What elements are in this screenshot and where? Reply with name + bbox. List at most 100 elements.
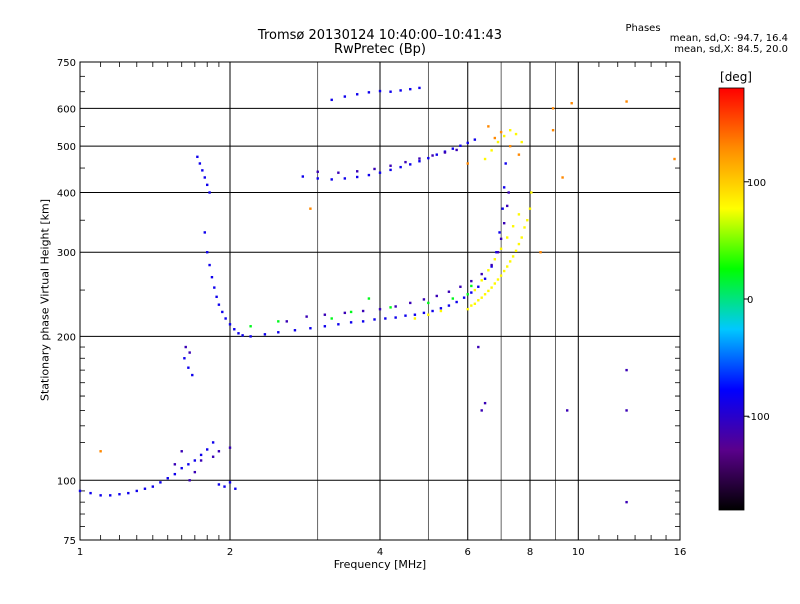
data-point <box>451 147 455 150</box>
data-point <box>499 274 503 277</box>
data-point <box>191 373 194 377</box>
data-point <box>570 101 573 105</box>
data-point <box>422 311 426 315</box>
data-point <box>625 368 628 372</box>
data-point <box>470 284 473 288</box>
data-point <box>184 345 187 349</box>
data-point <box>118 493 121 496</box>
data-point <box>625 409 628 412</box>
data-point <box>493 136 497 140</box>
data-point <box>466 293 469 296</box>
data-point <box>477 345 480 349</box>
data-point <box>180 450 183 453</box>
data-point <box>418 86 421 90</box>
data-point <box>431 154 434 157</box>
data-point <box>505 265 509 268</box>
data-point <box>499 247 503 250</box>
data-point <box>435 153 438 156</box>
x-tick-label: 4 <box>377 547 383 558</box>
data-point <box>625 100 628 103</box>
data-point <box>188 479 191 482</box>
data-point <box>466 162 469 165</box>
data-point <box>487 289 490 293</box>
data-point <box>443 151 447 154</box>
x-tick-label: 10 <box>572 547 585 558</box>
data-point <box>451 297 455 300</box>
data-point <box>409 87 412 91</box>
data-point <box>199 459 203 462</box>
data-point <box>495 251 498 254</box>
data-point <box>183 357 186 360</box>
y-tick-label: 400 <box>57 188 76 199</box>
data-point <box>466 307 469 311</box>
data-point <box>466 141 469 145</box>
data-point <box>499 130 503 134</box>
y-tick-label: 500 <box>57 142 76 153</box>
data-point <box>480 279 483 282</box>
data-point <box>523 226 526 229</box>
data-point <box>565 409 569 412</box>
data-point <box>89 491 92 495</box>
data-point <box>625 500 628 504</box>
data-point <box>263 333 267 336</box>
data-point <box>418 157 421 160</box>
data-point <box>502 186 506 189</box>
data-point <box>501 207 504 210</box>
data-point <box>459 144 462 147</box>
data-point <box>330 178 333 181</box>
data-point <box>487 125 490 128</box>
y-tick-label: 75 <box>63 536 76 547</box>
data-point <box>217 303 221 306</box>
data-point <box>208 263 211 267</box>
data-point <box>228 323 232 326</box>
data-point <box>373 318 376 321</box>
data-point <box>455 148 458 152</box>
data-point <box>151 485 155 488</box>
data-point <box>413 313 417 316</box>
data-point <box>330 98 333 102</box>
data-point <box>316 177 319 180</box>
data-point <box>490 286 493 289</box>
data-point <box>520 140 523 144</box>
data-point <box>480 272 483 276</box>
data-point <box>389 164 392 167</box>
data-point <box>520 236 523 239</box>
data-point <box>413 317 417 320</box>
phases-stats-title: Phases <box>625 23 661 34</box>
data-point <box>198 162 202 165</box>
data-point <box>213 286 216 289</box>
data-point <box>384 317 387 320</box>
data-point <box>528 207 532 210</box>
data-point <box>343 311 347 315</box>
data-point <box>409 301 412 305</box>
data-point <box>439 307 443 310</box>
x-mode-stats: mean, sd,X: 84.5, 20.0 <box>674 44 788 55</box>
data-point <box>505 204 509 208</box>
data-point <box>502 134 506 138</box>
data-point <box>211 441 215 444</box>
data-point <box>496 251 500 254</box>
data-point <box>470 279 473 283</box>
data-point <box>517 242 521 246</box>
data-point <box>490 149 493 152</box>
data-point <box>389 306 392 309</box>
data-point <box>316 170 319 173</box>
data-point <box>205 183 209 187</box>
data-point <box>323 313 327 316</box>
data-point <box>517 213 521 216</box>
data-point <box>427 313 430 316</box>
data-point <box>234 487 237 490</box>
data-point <box>166 477 169 480</box>
colorbar-unit-label: [deg] <box>720 70 752 84</box>
data-point <box>201 169 204 172</box>
data-point <box>418 160 421 163</box>
data-point <box>480 296 483 299</box>
data-point <box>109 494 112 497</box>
data-point <box>507 191 510 194</box>
data-point <box>378 89 382 93</box>
data-point <box>378 171 382 174</box>
data-point <box>530 191 533 194</box>
data-point <box>561 176 564 179</box>
y-tick-label: 750 <box>57 58 76 69</box>
data-point <box>389 168 392 172</box>
